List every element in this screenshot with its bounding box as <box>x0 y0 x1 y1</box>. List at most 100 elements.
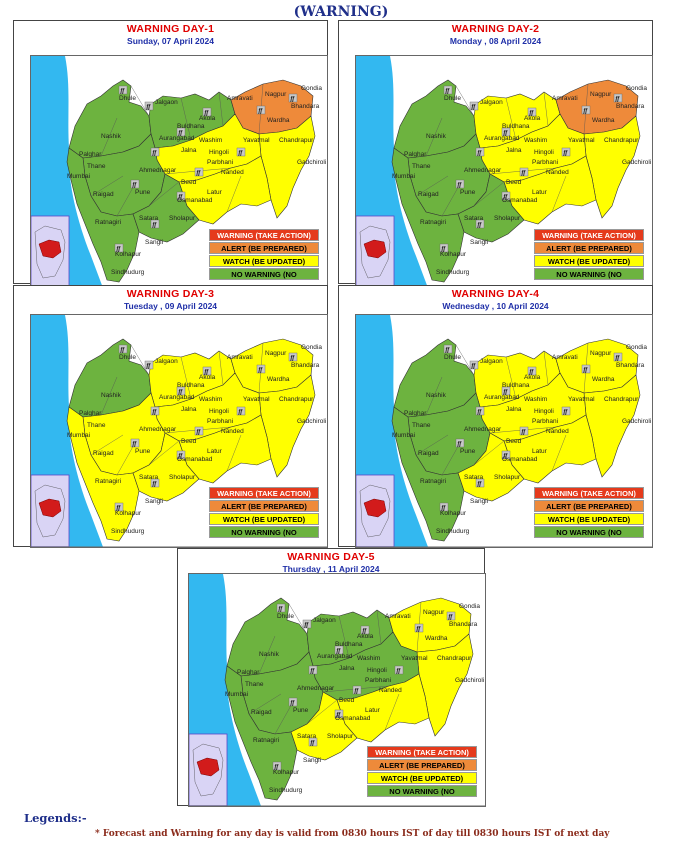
district-boundary <box>551 434 567 472</box>
thunderstorm-icon <box>519 426 529 436</box>
district-map: ff ff ff ff ff ff ff ff ff ff ff ff ff Dhule Jalgaon Am… <box>30 55 328 290</box>
thunderstorm-icon-glyph: ff <box>146 363 151 369</box>
city-label: Palghar <box>79 151 102 158</box>
legend-alert: ALERT (BE PREPARED) <box>209 500 319 512</box>
district-map: ff ff ff ff ff ff ff ff ff ff ff ff ff Dhule Jalgaon Am… <box>30 314 328 548</box>
district-boundary <box>130 85 150 117</box>
city-label: Washim <box>357 655 380 662</box>
city-label: Sholapur <box>327 733 354 740</box>
district-boundary <box>455 85 475 117</box>
city-label: Gondia <box>626 344 647 351</box>
city-label: Jalna <box>339 665 355 672</box>
city-label: Washim <box>199 137 222 144</box>
city-label: Nanded <box>546 169 569 176</box>
thunderstorm-icon-glyph: ff <box>178 194 183 200</box>
district-map: ff ff ff ff ff ff ff ff ff ff ff ff ff Dhule Jalgaon Am… <box>355 314 653 548</box>
city-label: Kolhapur <box>440 251 467 258</box>
city-label: Jalgaon <box>480 358 503 365</box>
district-boundary <box>455 344 475 376</box>
thunderstorm-icon-glyph: ff <box>238 150 243 156</box>
city-label: Raigad <box>418 450 439 457</box>
panel-title: WARNING DAY-2 <box>451 23 540 35</box>
city-label: Chandrapur <box>279 137 314 144</box>
city-label: Ratnagiri <box>253 737 279 744</box>
thunderstorm-icon-glyph: ff <box>290 96 295 102</box>
city-label: Mumbai <box>225 691 248 698</box>
city-label: Kolhapur <box>115 251 142 258</box>
thunderstorm-icon <box>613 352 623 362</box>
thunderstorm-icon <box>394 665 404 675</box>
thunderstorm-icon <box>443 344 453 354</box>
inset-outline <box>359 484 391 538</box>
city-label: Gondia <box>459 603 480 610</box>
city-label: Bhandara <box>291 362 320 369</box>
inset-state-highlight <box>363 498 387 518</box>
thunderstorm-icon-glyph: ff <box>258 367 263 373</box>
panel-date: Tuesday , 09 April 2024 <box>123 301 218 311</box>
city-label: Washim <box>199 396 222 403</box>
city-label: Raigad <box>93 191 114 198</box>
legend-alert: ALERT (BE PREPARED) <box>209 242 319 254</box>
thunderstorm-icon <box>475 219 485 229</box>
city-label: Gadchiroli <box>297 159 326 166</box>
panel-title: WARNING DAY-3 <box>126 288 215 300</box>
thunderstorm-icon <box>302 619 312 629</box>
city-label: Satara <box>297 733 317 740</box>
thunderstorm-icon <box>288 352 298 362</box>
thunderstorm-icon-glyph: ff <box>290 355 295 361</box>
legend-none: NO WARNING (NO <box>534 526 644 538</box>
city-label: Beed <box>506 179 522 186</box>
thunderstorm-icon-glyph: ff <box>336 712 341 718</box>
city-label: Bhandara <box>291 103 320 110</box>
thunderstorm-icon <box>308 737 318 747</box>
city-label: Yavatmal <box>401 655 428 662</box>
thunderstorm-icon <box>118 344 128 354</box>
thunderstorm-icon <box>150 147 160 157</box>
city-label: Sholapur <box>169 474 196 481</box>
city-label: Satara <box>464 474 484 481</box>
city-label: Sholapur <box>494 474 521 481</box>
district-boundary <box>218 91 224 127</box>
district-region-south-east <box>503 155 597 225</box>
city-label: Gadchiroli <box>622 418 651 425</box>
city-label: Pune <box>460 448 476 455</box>
city-label: Hingoli <box>534 149 554 156</box>
thunderstorm-icon <box>272 761 282 771</box>
district-boundary <box>180 97 192 141</box>
district-boundary <box>130 344 150 376</box>
district-boundary <box>100 117 118 157</box>
city-label: Chandrapur <box>279 396 314 403</box>
legend-watch: WATCH (BE UPDATED) <box>534 513 644 525</box>
thunderstorm-icon <box>439 243 449 253</box>
city-label: Mumbai <box>67 432 90 439</box>
legend-watch: WATCH (BE UPDATED) <box>209 513 319 525</box>
city-label: Kolhapur <box>115 510 142 517</box>
thunderstorm-icon-glyph: ff <box>116 505 121 511</box>
thunderstorm-icon-glyph: ff <box>615 96 620 102</box>
legend-alert: ALERT (BE PREPARED) <box>367 759 477 771</box>
thunderstorm-icon <box>150 406 160 416</box>
legend-warning: WARNING (TAKE ACTION) <box>209 229 319 241</box>
city-label: Gadchiroli <box>297 418 326 425</box>
thunderstorm-icon <box>527 107 537 117</box>
thunderstorm-icon <box>446 611 456 621</box>
city-label: Nanded <box>221 169 244 176</box>
thunderstorm-icon-glyph: ff <box>120 88 125 94</box>
thunderstorm-icon <box>288 697 298 707</box>
city-label: Akola <box>199 374 216 381</box>
city-label: Wardha <box>592 117 615 124</box>
thunderstorm-icon <box>475 478 485 488</box>
thunderstorm-icon-glyph: ff <box>152 409 157 415</box>
thunderstorm-icon-glyph: ff <box>290 700 295 706</box>
city-label: Buldhana <box>502 123 530 130</box>
city-label: Sindhudurg <box>111 528 145 535</box>
thunderstorm-icon <box>176 127 186 137</box>
city-label: Bhandara <box>449 621 478 628</box>
district-boundary <box>258 635 276 675</box>
city-label: Wardha <box>267 117 290 124</box>
thunderstorm-icon-glyph: ff <box>120 347 125 353</box>
thunderstorm-icon-glyph: ff <box>521 170 526 176</box>
city-label: Wardha <box>592 376 615 383</box>
